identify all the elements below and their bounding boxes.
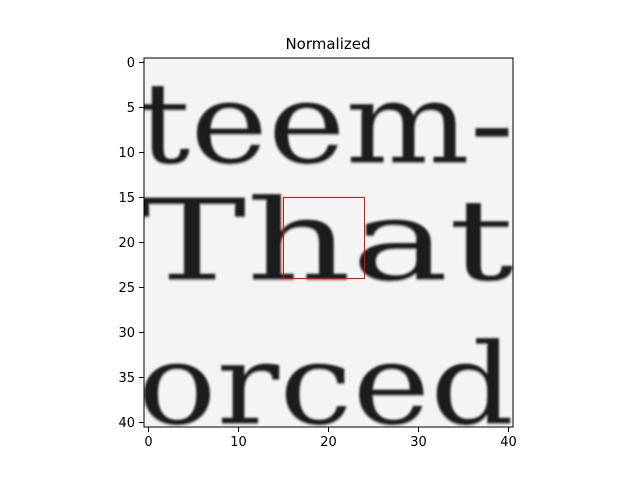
- image-text-shadow: orced: [138, 321, 514, 452]
- x-tick-label: 40: [500, 435, 517, 450]
- x-tick-label: 20: [320, 435, 337, 450]
- y-tick-label: 10: [118, 146, 135, 161]
- image-text-shadow: teem-: [138, 60, 514, 191]
- y-tick-label: 5: [127, 101, 135, 116]
- image-text-line: That: [138, 176, 514, 307]
- y-tick-label: 40: [118, 416, 135, 431]
- y-tick-label: 25: [118, 281, 135, 296]
- image-text-shadow: That: [138, 177, 514, 308]
- y-tick-label: 35: [118, 371, 135, 386]
- plot-background: [144, 58, 513, 427]
- x-tick-label: 30: [410, 435, 427, 450]
- x-tick-label: 0: [144, 435, 152, 450]
- y-tick-label: 30: [118, 326, 135, 341]
- x-tick-label: 10: [230, 435, 247, 450]
- x-axis: 0 10 20 30 40: [144, 427, 517, 450]
- annotation-layer: [283, 197, 365, 279]
- highlight-rectangle: [283, 197, 365, 279]
- chart-title: Normalized: [285, 35, 370, 53]
- y-tick-label: 0: [127, 56, 135, 71]
- y-axis: 0 5 10 15 20 25 30 35 40: [118, 56, 144, 431]
- y-tick-label: 20: [118, 236, 135, 251]
- image-text-line: teem-: [138, 59, 514, 190]
- image-text-line: orced: [138, 320, 514, 451]
- y-tick-label: 15: [118, 191, 135, 206]
